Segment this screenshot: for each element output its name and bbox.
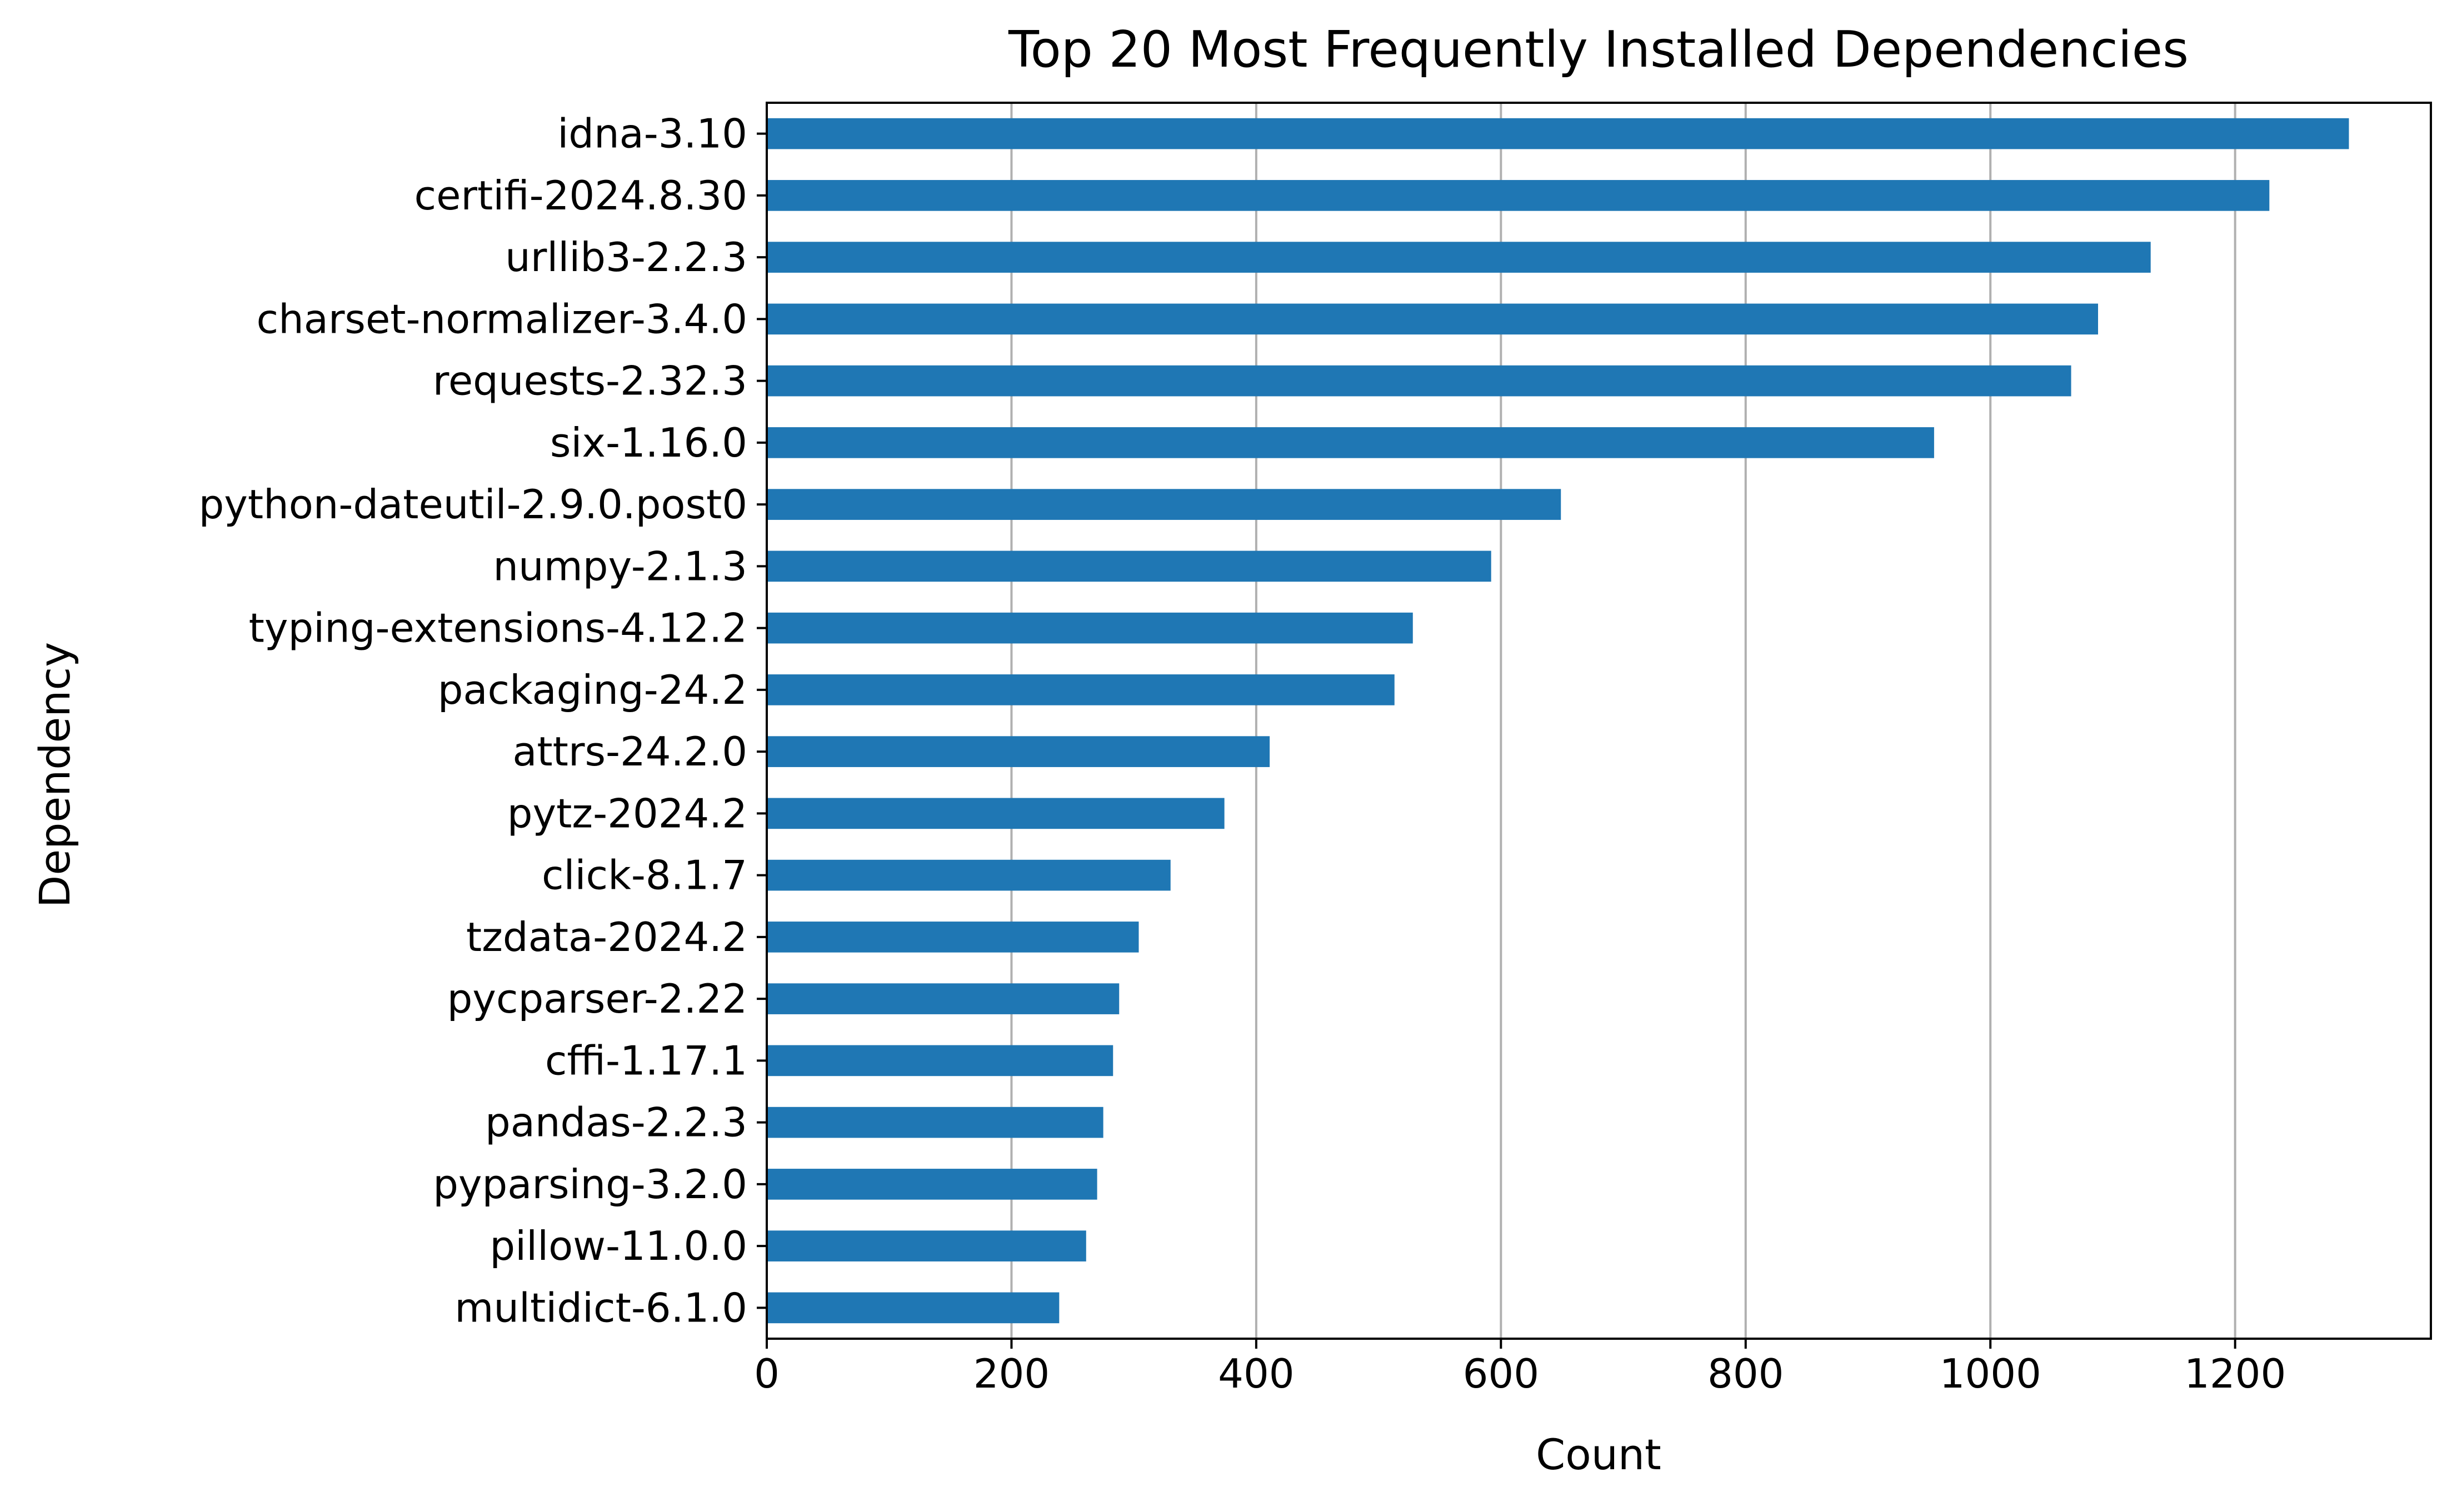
y-tick-labels: idna-3.10 certifi-2024.8.30 urllib3-2.2.3 c… bbox=[199, 111, 747, 1331]
bar-python-dateutil-2.9.0.post0 bbox=[767, 489, 1561, 520]
y-tick-label: pytz-2024.2 bbox=[507, 790, 747, 837]
y-tick-label: certifi-2024.8.30 bbox=[415, 172, 747, 219]
y-tick-label: tzdata-2024.2 bbox=[466, 914, 747, 960]
y-tick-label: packaging-24.2 bbox=[438, 667, 747, 713]
bar-urllib3-2.2.3 bbox=[767, 242, 2151, 273]
x-tick-label: 400 bbox=[1218, 1350, 1294, 1397]
y-tick-label: click-8.1.7 bbox=[542, 852, 747, 899]
x-tick-label: 200 bbox=[973, 1350, 1050, 1397]
y-tick-label: pyparsing-3.2.0 bbox=[433, 1161, 747, 1208]
y-tick-label: python-dateutil-2.9.0.post0 bbox=[199, 481, 747, 528]
bar-pytz-2024.2 bbox=[767, 798, 1225, 829]
y-tick-label: cffi-1.17.1 bbox=[545, 1037, 747, 1084]
chart-title: Top 20 Most Frequently Installed Depende… bbox=[1008, 21, 2189, 79]
y-tick-label: charset-normalizer-3.4.0 bbox=[256, 296, 747, 342]
bar-pycparser-2.22 bbox=[767, 983, 1120, 1014]
bar-pyparsing-3.2.0 bbox=[767, 1169, 1097, 1200]
y-tick-label: multidict-6.1.0 bbox=[455, 1284, 747, 1331]
x-tick-labels: 0 200 400 600 800 1000 1200 bbox=[754, 1350, 2286, 1397]
x-axis-label: Count bbox=[1536, 1430, 1661, 1479]
bar-pandas-2.2.3 bbox=[767, 1107, 1103, 1138]
axes bbox=[757, 102, 2432, 1349]
bar-click-8.1.7 bbox=[767, 859, 1171, 891]
bar-cffi-1.17.1 bbox=[767, 1045, 1113, 1077]
y-tick-label: attrs-24.2.0 bbox=[512, 728, 747, 775]
bars bbox=[767, 118, 2349, 1324]
y-axis-label: Dependency bbox=[30, 642, 79, 908]
y-tick-label: typing-extensions-4.12.2 bbox=[249, 605, 747, 652]
x-tick-label: 600 bbox=[1463, 1350, 1539, 1397]
y-tick-label: idna-3.10 bbox=[557, 111, 747, 157]
x-tick-label: 1200 bbox=[2184, 1350, 2286, 1397]
y-tick-label: pillow-11.0.0 bbox=[490, 1223, 747, 1269]
y-tick-label: pandas-2.2.3 bbox=[485, 1099, 747, 1146]
x-tick-label: 0 bbox=[754, 1350, 780, 1397]
y-tick-label: requests-2.32.3 bbox=[433, 358, 747, 404]
bar-requests-2.32.3 bbox=[767, 365, 2071, 397]
bar-numpy-2.1.3 bbox=[767, 550, 1491, 582]
plot-frame bbox=[766, 102, 2432, 1340]
bar-six-1.16.0 bbox=[767, 427, 1934, 458]
gridlines bbox=[1010, 103, 2236, 1339]
bar-certifi-2024.8.30 bbox=[767, 180, 2270, 211]
x-tick-label: 800 bbox=[1707, 1350, 1784, 1397]
y-tick-label: six-1.16.0 bbox=[550, 419, 747, 466]
bar-tzdata-2024.2 bbox=[767, 922, 1139, 953]
y-tick-label: urllib3-2.2.3 bbox=[505, 234, 747, 281]
bar-multidict-6.1.0 bbox=[767, 1292, 1060, 1324]
bar-attrs-24.2.0 bbox=[767, 736, 1270, 767]
x-tick-label: 1000 bbox=[1940, 1350, 2041, 1397]
bar-pillow-11.0.0 bbox=[767, 1230, 1086, 1261]
bar-typing-extensions-4.12.2 bbox=[767, 612, 1413, 644]
y-tick-label: numpy-2.1.3 bbox=[493, 543, 747, 589]
bar-charset-normalizer-3.4.0 bbox=[767, 303, 2098, 335]
y-tick-label: pycparser-2.22 bbox=[447, 975, 747, 1022]
bar-packaging-24.2 bbox=[767, 674, 1395, 705]
bar-idna-3.10 bbox=[767, 118, 2349, 149]
